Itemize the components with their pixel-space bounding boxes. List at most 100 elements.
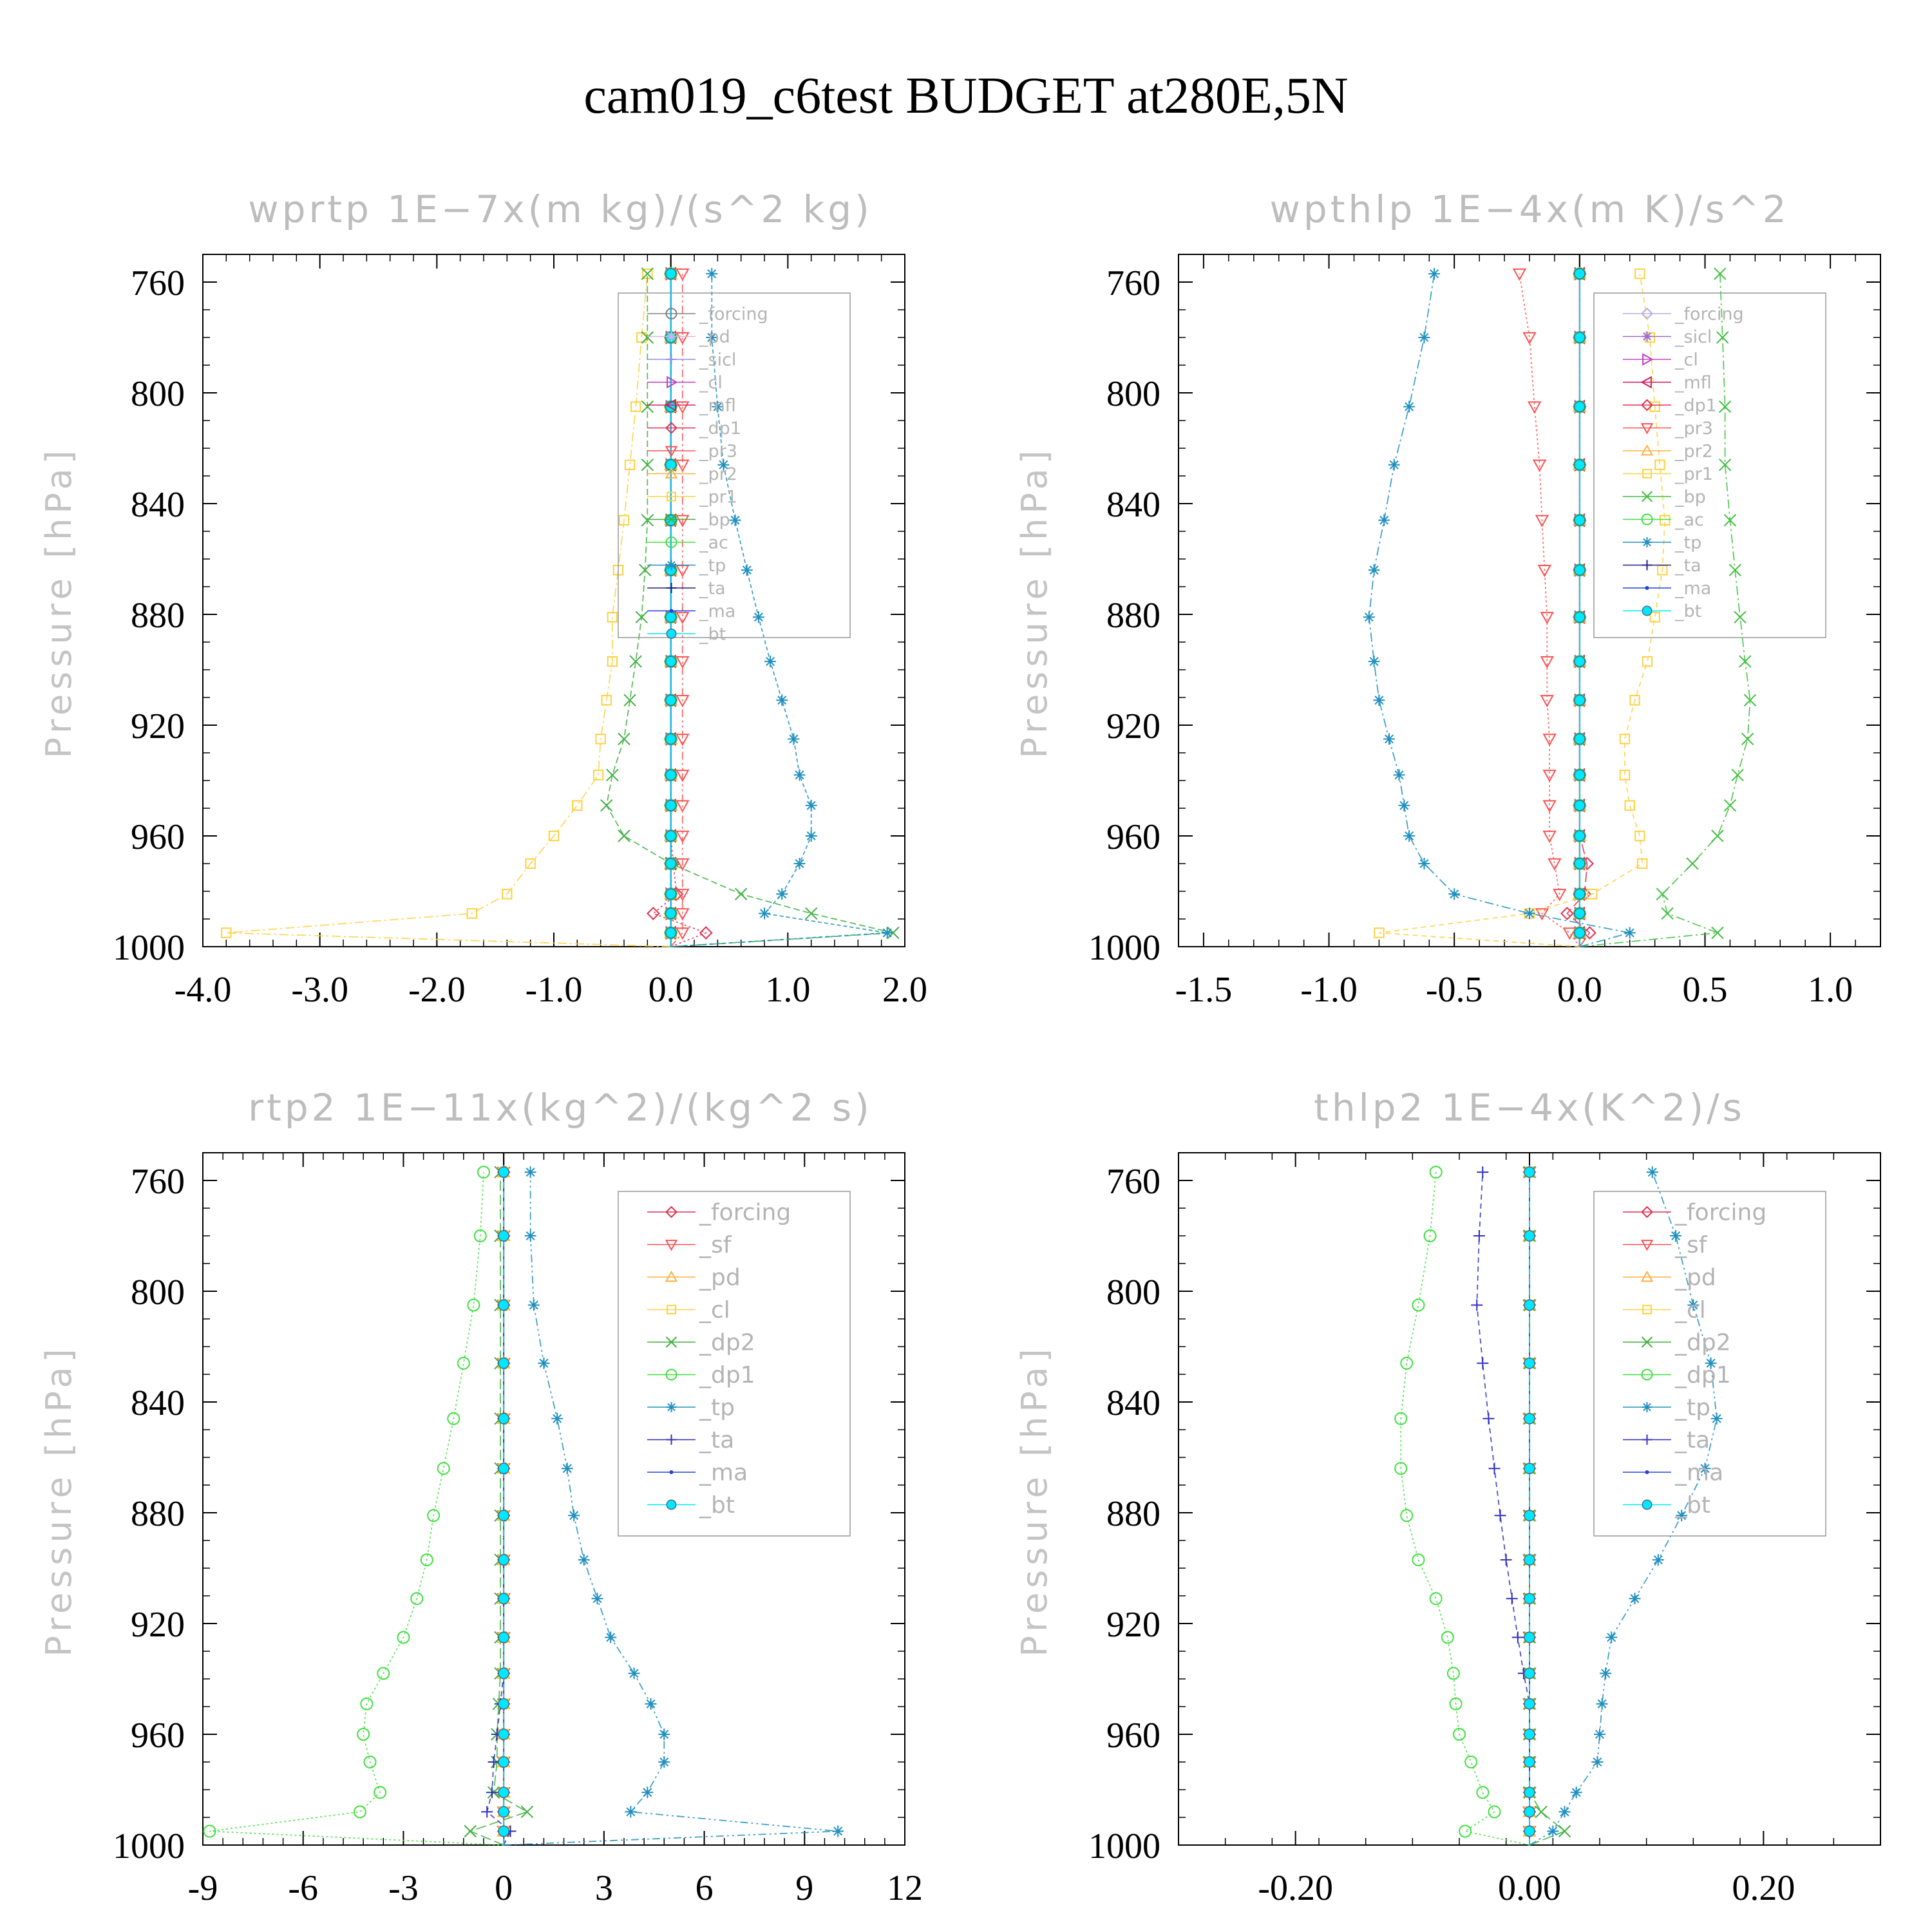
data-point	[498, 1593, 509, 1605]
series-line	[1579, 274, 1751, 947]
data-point	[498, 1631, 509, 1643]
y-axis-title: Pressure [hPa]	[1014, 446, 1055, 758]
data-point	[1686, 857, 1699, 870]
data-point	[1524, 1166, 1535, 1178]
x-tick-label: 12	[887, 1868, 923, 1908]
data-point	[1423, 1229, 1437, 1242]
data-point	[618, 515, 630, 526]
legend-label: _ta	[699, 1427, 734, 1454]
data-point	[1574, 769, 1586, 781]
y-tick-label: 1000	[113, 1826, 185, 1866]
y-tick-label: 840	[1106, 485, 1160, 525]
data-point	[1446, 1667, 1460, 1680]
legend-label: _ac	[1674, 510, 1704, 530]
data-point	[357, 1728, 370, 1741]
data-point	[502, 889, 513, 900]
data-point	[498, 1698, 509, 1710]
data-point	[665, 268, 677, 279]
legend-marker	[1640, 444, 1654, 456]
data-point	[498, 1825, 509, 1837]
series-bt	[1524, 1166, 1535, 1845]
data-point	[676, 515, 690, 527]
series-ta	[481, 1166, 516, 1846]
data-point	[752, 611, 764, 623]
data-point	[1711, 829, 1724, 842]
legend-marker	[1645, 1470, 1649, 1474]
y-tick-label: 920	[131, 1605, 185, 1645]
legend-marker	[667, 375, 678, 389]
legend-marker	[1641, 1368, 1653, 1381]
x-tick-label: 0	[495, 1868, 513, 1908]
data-point	[1378, 514, 1390, 526]
data-point	[676, 401, 690, 414]
x-tick-label: -1.0	[526, 970, 583, 1010]
legend-marker	[665, 1206, 677, 1218]
legend-box	[618, 1191, 851, 1537]
y-tick-label: 760	[1106, 1162, 1160, 1202]
series-ta	[1471, 1166, 1535, 1845]
legend-label: _pd	[699, 327, 730, 347]
data-point	[1629, 1593, 1641, 1605]
data-point	[457, 1356, 470, 1370]
data-point	[676, 800, 690, 813]
data-point	[1574, 656, 1586, 667]
data-point	[1739, 655, 1752, 668]
data-point	[1574, 799, 1586, 811]
data-point	[1511, 1631, 1524, 1643]
series-tp	[504, 1166, 844, 1846]
data-point	[498, 1667, 509, 1680]
main-title: cam019_c6test BUDGET at280E,5N	[583, 68, 1348, 124]
data-point	[1560, 906, 1574, 920]
data-point	[498, 1786, 509, 1799]
data-point	[1473, 1230, 1485, 1242]
data-point	[427, 1509, 440, 1522]
data-point	[1394, 1412, 1408, 1425]
legend-label: _pr2	[1674, 441, 1713, 461]
data-point	[699, 926, 713, 940]
data-point	[1532, 459, 1547, 472]
data-point	[1542, 770, 1557, 782]
series-bp	[600, 267, 900, 947]
y-tick-label: 880	[1106, 596, 1160, 636]
data-point	[805, 799, 817, 811]
data-point	[717, 459, 730, 471]
x-tick-label: -4.0	[175, 970, 232, 1010]
panel-thlp2: thlp2 1E−4x(K^2)/s Pressure [hPa] -0.20 0…	[1014, 1086, 1881, 1908]
data-point	[473, 1229, 487, 1242]
data-point	[605, 1631, 617, 1643]
data-point	[1464, 1756, 1478, 1768]
series-line	[1400, 1172, 1530, 1846]
legend-label: _forcing	[1674, 304, 1744, 324]
legend-label: _sicl	[699, 350, 736, 370]
data-point	[628, 1667, 640, 1680]
y-tick-label: 960	[131, 817, 185, 857]
y-tick-label: 760	[131, 263, 185, 303]
data-point	[1636, 858, 1648, 869]
legend-marker	[666, 1402, 677, 1412]
data-point	[548, 830, 560, 842]
data-point	[221, 927, 232, 938]
data-point	[665, 799, 677, 811]
data-point	[1540, 612, 1554, 625]
legend-marker	[665, 1270, 678, 1282]
data-point	[1646, 1166, 1658, 1179]
series-bt	[1574, 268, 1586, 947]
y-tick-label: 800	[131, 374, 185, 414]
data-point	[1540, 656, 1554, 669]
data-point	[486, 1786, 498, 1799]
legend-label: _sf	[1674, 1232, 1708, 1258]
data-point	[624, 459, 636, 470]
data-point	[1634, 830, 1645, 842]
data-point	[561, 1463, 573, 1475]
series-line	[652, 274, 708, 947]
data-point	[665, 858, 677, 869]
legend-label: _ac	[699, 533, 728, 553]
data-point	[1522, 332, 1537, 345]
data-point	[1574, 927, 1586, 939]
legend-label: _cl	[699, 373, 723, 393]
x-tick-label: 1.0	[1808, 970, 1853, 1010]
data-point	[676, 830, 690, 844]
legend-label: _dp2	[699, 1330, 755, 1356]
series-line	[209, 1172, 504, 1846]
legend-label: _bt	[699, 624, 726, 644]
